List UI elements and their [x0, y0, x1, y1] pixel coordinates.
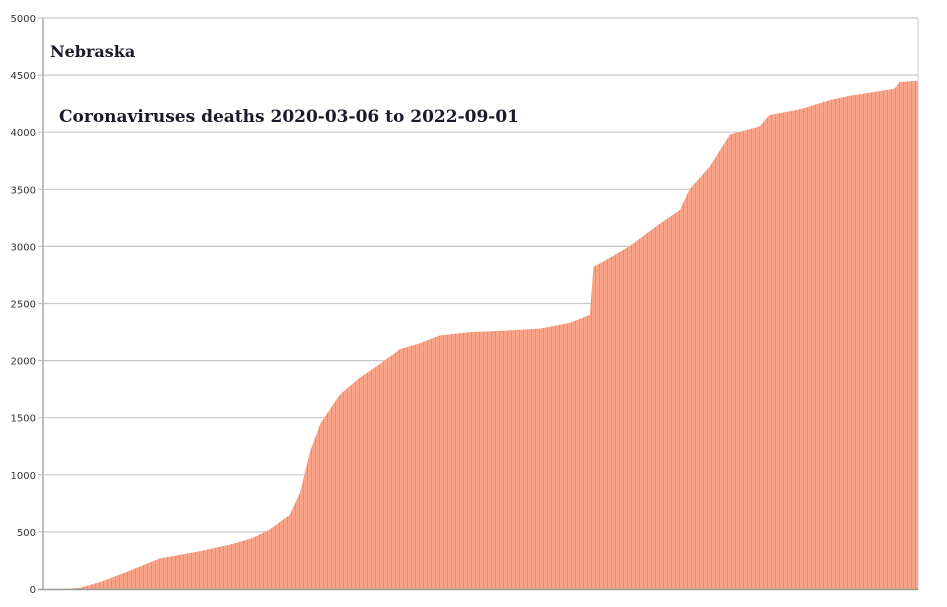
gridlines: [38, 17, 918, 533]
y-tick-label: 1500: [11, 414, 36, 425]
chart-title: Nebraska: [50, 42, 135, 61]
y-tick-label: 5000: [11, 14, 36, 25]
y-tick-label: 3500: [11, 185, 36, 196]
y-tick-label: 2000: [11, 357, 36, 368]
y-tick-label: 2500: [11, 300, 36, 311]
y-tick-label: 0: [30, 585, 36, 596]
y-tick-label: 500: [17, 528, 36, 539]
chart-subtitle: Coronaviruses deaths 2020-03-06 to 2022-…: [59, 107, 519, 127]
data-bars: [43, 80, 918, 590]
y-tick-label: 1000: [11, 471, 36, 482]
y-tick-label: 4500: [11, 71, 36, 82]
y-axis-ticks: 0 500 1000 1500 2000 2500 3000 3500 4000 4500 5000: [11, 14, 36, 596]
y-tick-label: 3000: [11, 242, 36, 253]
y-tick-label: 4000: [11, 128, 36, 139]
